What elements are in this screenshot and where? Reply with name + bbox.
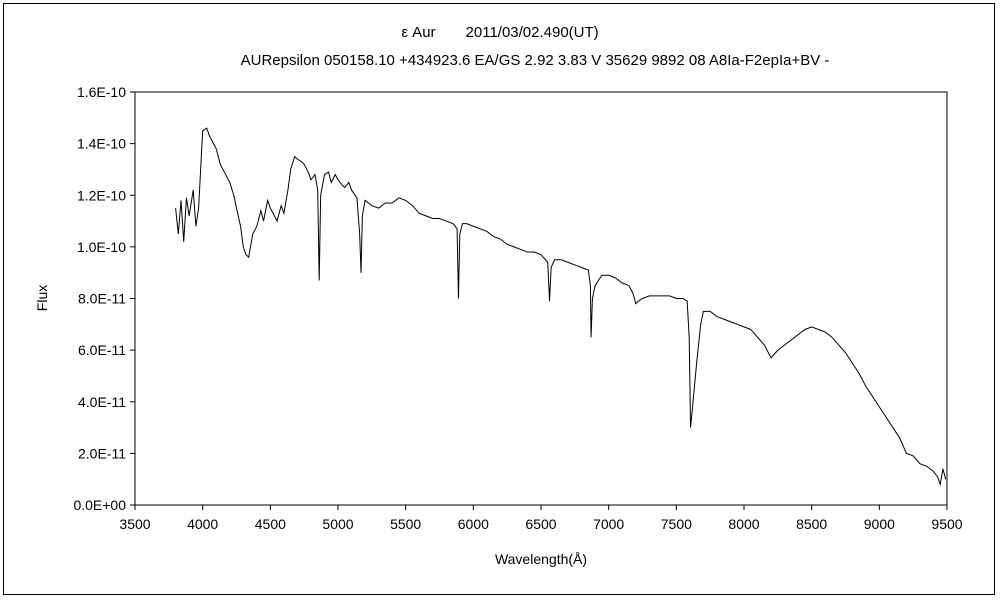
x-tick-label: 4000 bbox=[187, 516, 218, 532]
x-tick-label: 4500 bbox=[255, 516, 286, 532]
y-tick-label: 8.0E-11 bbox=[78, 291, 126, 307]
spectrum-line bbox=[175, 127, 947, 487]
x-tick-label: 5500 bbox=[390, 516, 421, 532]
x-axis-label: Wavelength(Å) bbox=[495, 551, 587, 567]
x-tick-label: 5000 bbox=[322, 516, 353, 532]
x-tick-label: 7500 bbox=[661, 516, 692, 532]
x-tick-label: 9000 bbox=[864, 516, 895, 532]
y-tick-label: 6.0E-11 bbox=[78, 342, 126, 358]
chart-title-date: 2011/03/02.490(UT) bbox=[465, 24, 599, 41]
chart-frame bbox=[3, 3, 995, 595]
chart-title-star: ε Aur bbox=[401, 24, 436, 41]
y-axis: 0.0E+00 2.0E-11 4.0E-11 6.0E-11 8.0E-11 1.0E-… bbox=[73, 84, 135, 513]
y-tick-label: 4.0E-11 bbox=[78, 394, 126, 410]
y-axis-label: Flux bbox=[34, 285, 50, 311]
chart-title: ε Aur 2011/03/02.490(UT) bbox=[0, 24, 1000, 41]
x-axis: 3500 4000 4500 5000 5500 6000 6500 7000 7500 8000… bbox=[119, 505, 963, 532]
x-tick-label: 7000 bbox=[593, 516, 624, 532]
x-tick-label: 3500 bbox=[119, 516, 150, 532]
x-tick-label: 8500 bbox=[796, 516, 827, 532]
y-tick-label: 1.4E-10 bbox=[77, 136, 126, 152]
x-tick-label: 9500 bbox=[931, 516, 962, 532]
y-tick-label: 1.2E-10 bbox=[77, 187, 126, 203]
chart-subtitle: AURepsilon 050158.10 +434923.6 EA/GS 2.9… bbox=[240, 52, 830, 69]
x-tick-label: 8000 bbox=[728, 516, 759, 532]
x-tick-label: 6000 bbox=[458, 516, 489, 532]
y-tick-label: 0.0E+00 bbox=[73, 497, 126, 513]
y-tick-label: 1.6E-10 bbox=[77, 84, 126, 100]
plot-area bbox=[134, 91, 948, 506]
y-tick-label: 1.0E-10 bbox=[77, 239, 126, 255]
y-tick-label: 2.0E-11 bbox=[78, 445, 126, 461]
x-tick-label: 6500 bbox=[525, 516, 556, 532]
